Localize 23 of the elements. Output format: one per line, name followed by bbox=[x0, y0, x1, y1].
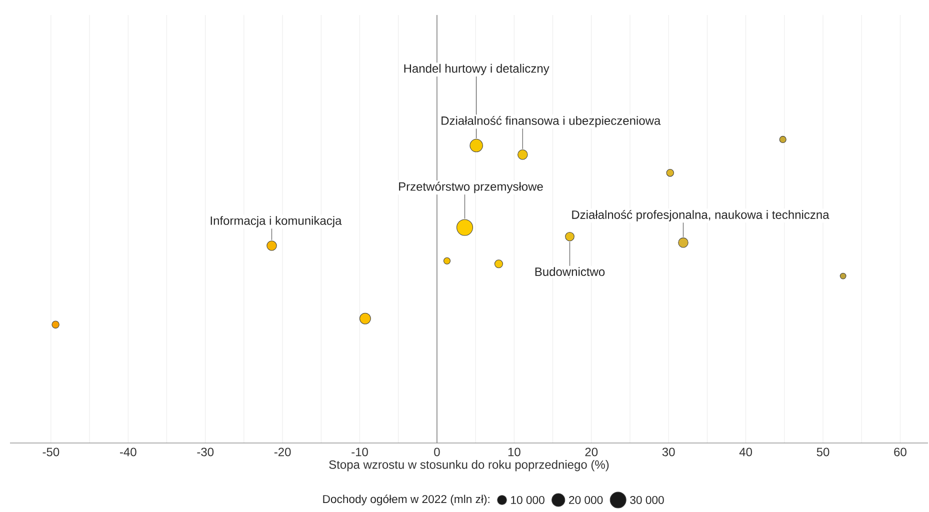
legend-title: Dochody ogółem w 2022 (mln zł): bbox=[323, 494, 490, 506]
x-tick-label: 0 bbox=[434, 448, 440, 456]
x-tick-label: -20 bbox=[274, 448, 291, 456]
x-tick-label: -10 bbox=[352, 448, 368, 456]
annotation: Przetwórstwo przemysłowe bbox=[399, 182, 543, 194]
x-tick-label: -50 bbox=[42, 448, 60, 456]
x-tick-label: -30 bbox=[197, 448, 214, 456]
x-tick-label: 20 bbox=[585, 448, 598, 456]
x-tick-label: 60 bbox=[894, 448, 906, 456]
x-tick-label: 40 bbox=[739, 448, 752, 456]
x-axis-title: Stopa wzrostu w stosunku do roku poprzedniego (%) bbox=[329, 460, 609, 472]
legend-label: 30 000 bbox=[630, 496, 664, 504]
annotation: Informacja i komunikacja bbox=[210, 216, 342, 228]
x-tick-label: -40 bbox=[120, 448, 136, 456]
x-tick-label: 50 bbox=[816, 448, 830, 456]
annotation: Działalność finansowa i ubezpieczeniowa bbox=[442, 116, 661, 128]
annotation: Handel hurtowy i detaliczny bbox=[404, 64, 550, 76]
legend-label: 10 000 bbox=[511, 496, 544, 504]
x-tick-label: 30 bbox=[662, 448, 675, 456]
annotation: Budownictwo bbox=[535, 267, 605, 276]
x-tick-label: 10 bbox=[508, 448, 520, 456]
annotation: Działalność profesjonalna, naukowa i techniczna bbox=[572, 210, 830, 222]
legend-label: 20 000 bbox=[569, 496, 603, 504]
